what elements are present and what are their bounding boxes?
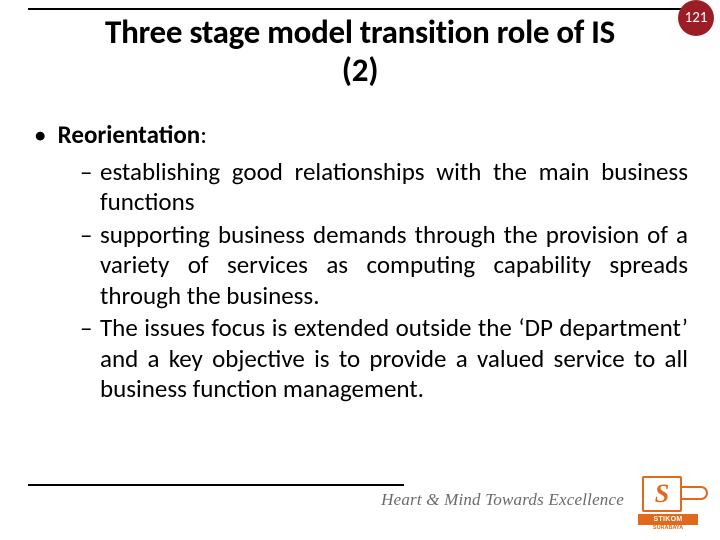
- slide: 121 Three stage model transition role of…: [0, 0, 720, 540]
- sub-bullets: – establishing good relationships with t…: [34, 157, 688, 405]
- top-rule: [28, 8, 692, 10]
- logo-subtext: SURABAYA: [638, 525, 698, 531]
- title-line-2: (2): [342, 50, 378, 90]
- logo-letter: S: [642, 476, 682, 512]
- tagline: Heart & Mind Towards Excellence: [381, 490, 624, 510]
- logo-band: STIKOM: [638, 514, 698, 525]
- title-line-1: Three stage model transition role of IS: [105, 12, 615, 52]
- heading-suffix: :: [200, 119, 207, 150]
- sub-bullet-text: establishing good relationships with the…: [100, 156, 688, 218]
- sub-bullet-text: The issues focus is extended outside the…: [100, 312, 688, 404]
- sub-bullet: – The issues focus is extended outside t…: [80, 313, 688, 405]
- content-area: • Reorientation: – establishing good rel…: [34, 120, 688, 407]
- bottom-rule: [28, 484, 404, 486]
- slide-title: Three stage model transition role of IS …: [28, 14, 692, 90]
- dash-icon: –: [80, 157, 92, 188]
- logo-arc: [678, 486, 708, 500]
- dash-icon: –: [80, 313, 92, 344]
- sub-bullet-text: supporting business demands through the …: [100, 219, 688, 311]
- sub-bullet: – supporting business demands through th…: [80, 220, 688, 312]
- bullet-dot: •: [34, 120, 52, 151]
- section-heading: Reorientation: [58, 119, 201, 150]
- bullet-level1: • Reorientation:: [34, 120, 688, 151]
- sub-bullet: – establishing good relationships with t…: [80, 157, 688, 218]
- dash-icon: –: [80, 220, 92, 251]
- institution-logo: S STIKOM SURABAYA: [638, 476, 712, 534]
